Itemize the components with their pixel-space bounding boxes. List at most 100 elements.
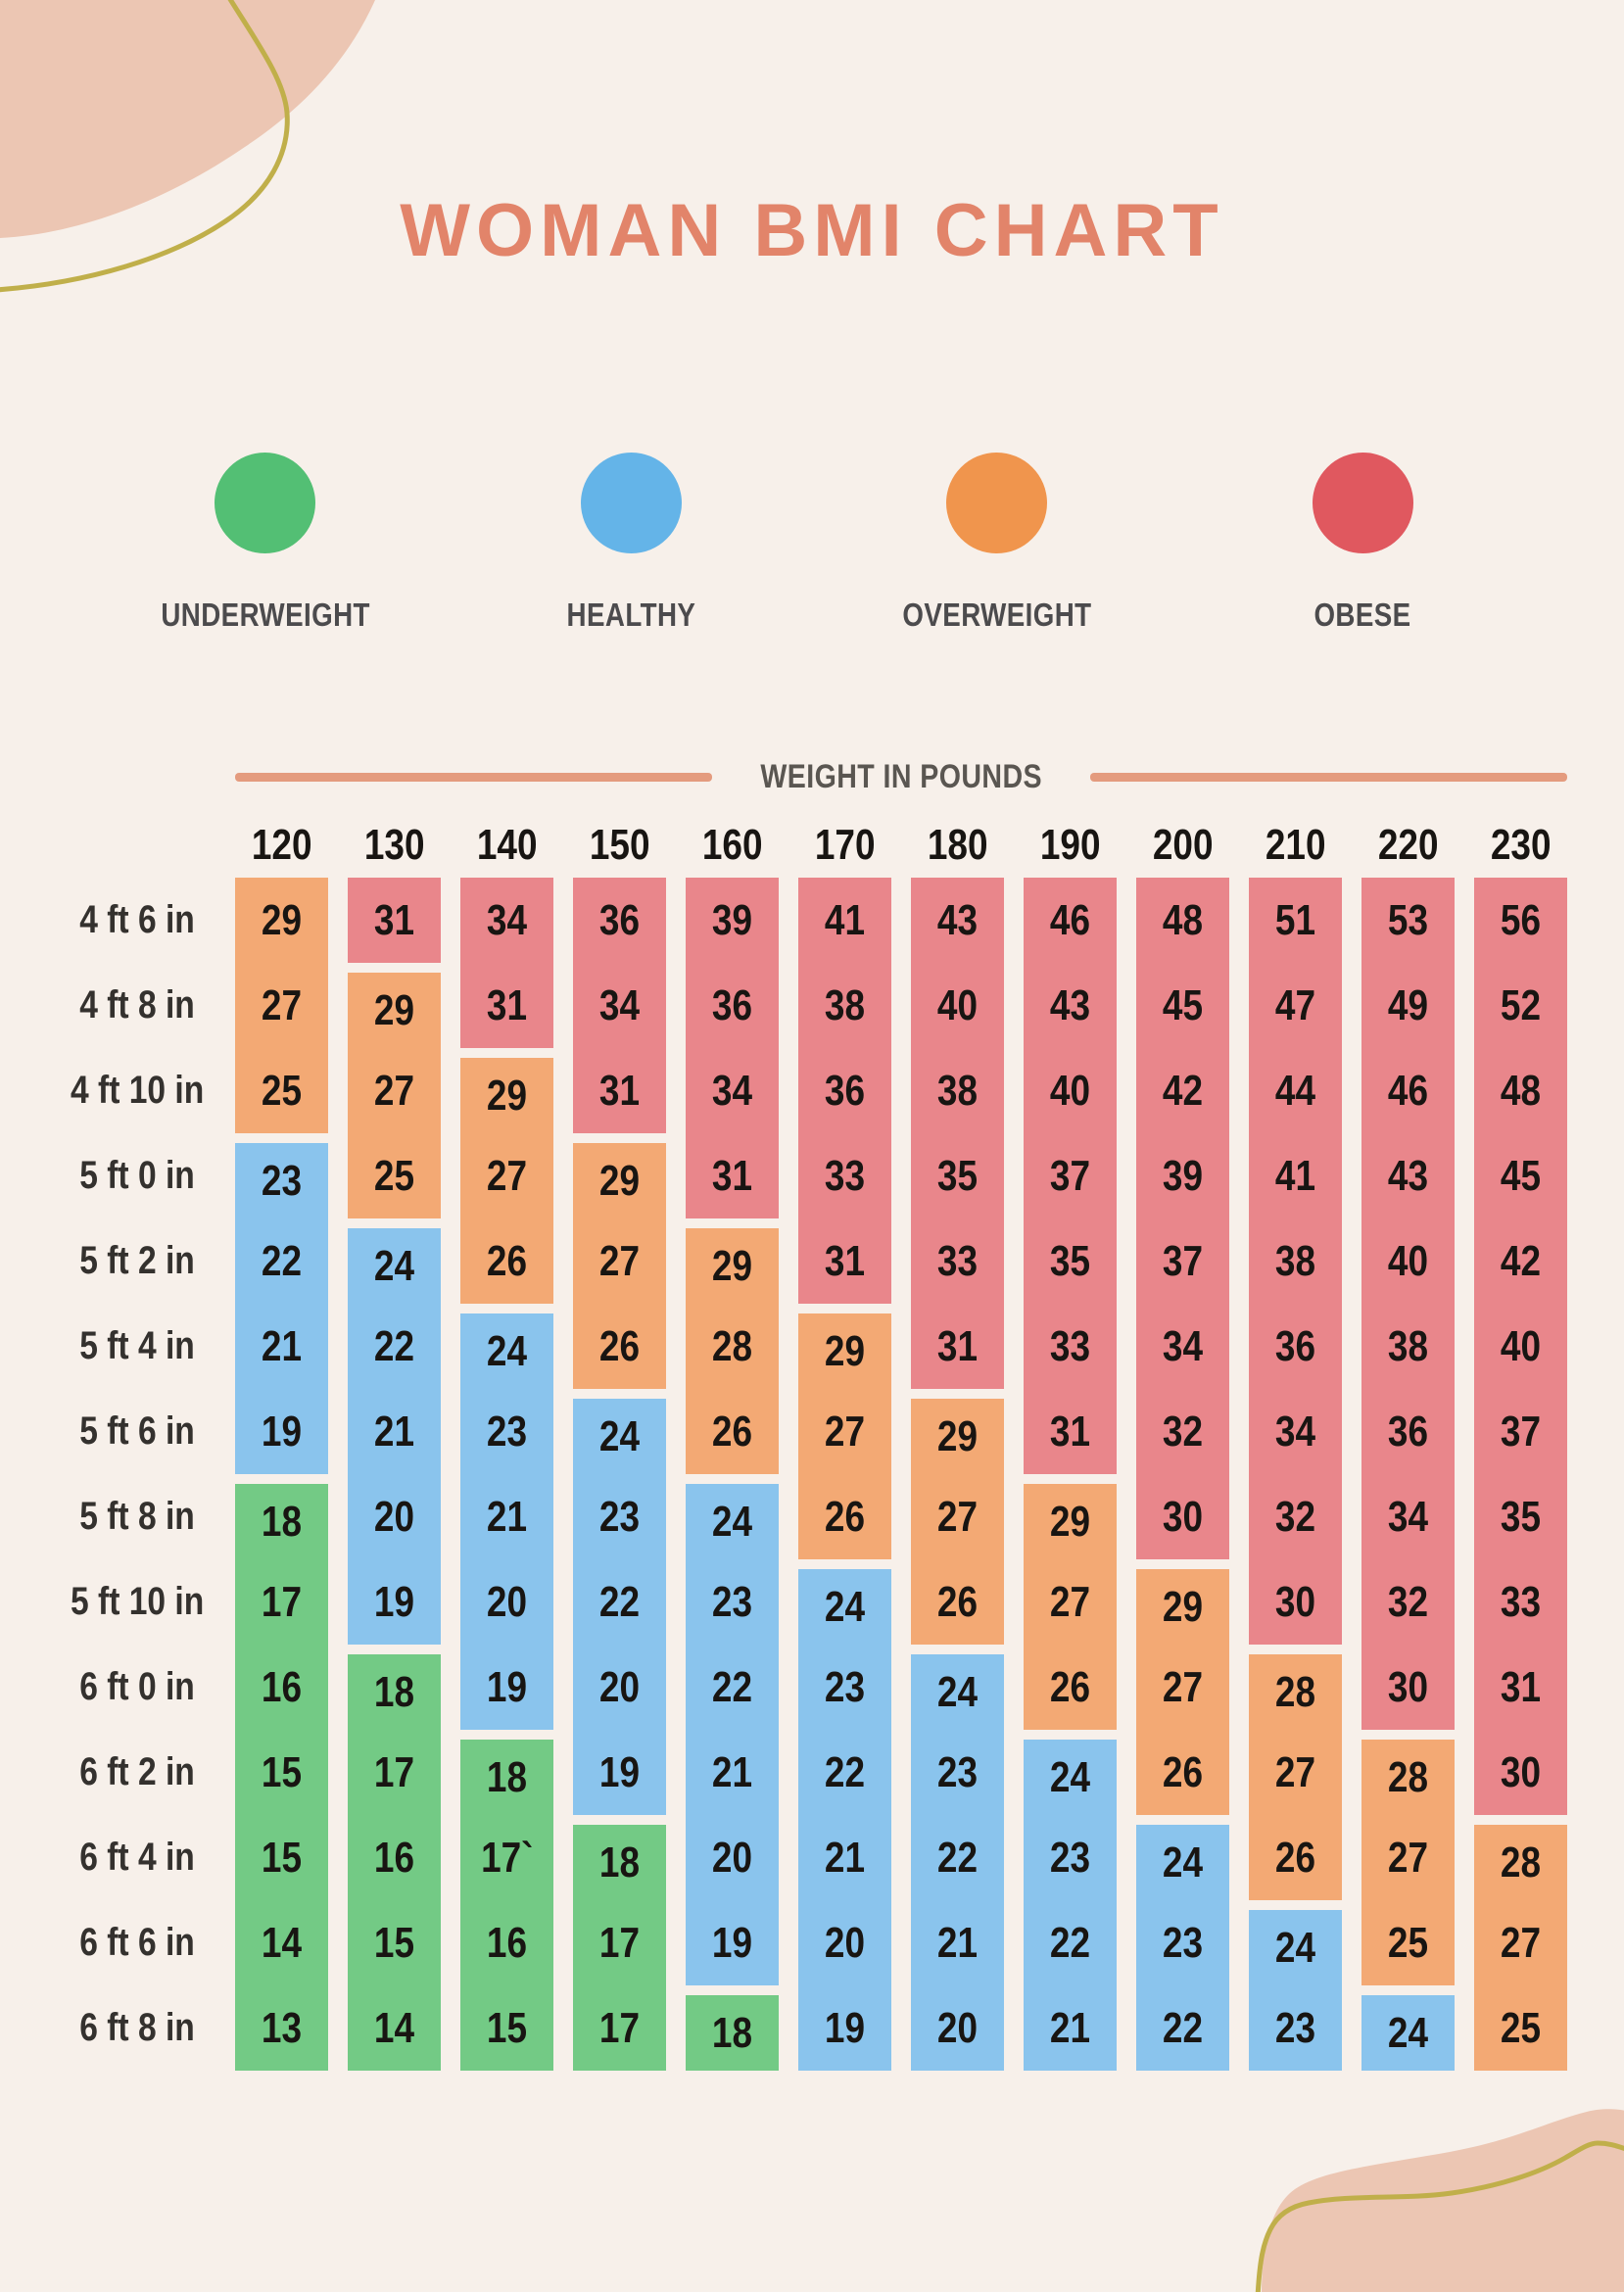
bmi-cell: 34 — [1249, 1389, 1342, 1474]
bmi-value: 27 — [824, 1407, 866, 1456]
weight-header-label: 160 — [701, 821, 763, 869]
bmi-value: 26 — [1049, 1662, 1091, 1711]
bmi-value: 34 — [1274, 1407, 1316, 1456]
bmi-value: 26 — [1274, 1833, 1316, 1882]
bmi-value: 20 — [486, 1577, 528, 1626]
bmi-cell: 27 — [573, 1218, 666, 1304]
bmi-value: 46 — [1387, 1066, 1429, 1115]
bmi-cell: 27 — [1361, 1815, 1455, 1900]
bmi-value: 16 — [373, 1833, 415, 1882]
bmi-cell: 23 — [798, 1645, 891, 1730]
height-label-text: 5 ft 0 in — [79, 1154, 195, 1197]
bmi-value: 21 — [373, 1407, 415, 1456]
bmi-cell: 23 — [1024, 1815, 1117, 1900]
bmi-cell: 25 — [235, 1048, 328, 1133]
bmi-cell: 15 — [348, 1900, 441, 1985]
bmi-cell: 33 — [1024, 1304, 1117, 1389]
bmi-value: 21 — [261, 1321, 303, 1370]
bmi-cell: 16 — [348, 1815, 441, 1900]
bmi-cell: 49 — [1361, 963, 1455, 1048]
bmi-cell: 22 — [1024, 1900, 1117, 1985]
bmi-value: 36 — [598, 895, 641, 944]
bmi-cell: 23 — [911, 1730, 1004, 1815]
bmi-value: 27 — [1387, 1833, 1429, 1882]
bmi-value: 27 — [261, 980, 303, 1029]
bmi-value: 15 — [373, 1918, 415, 1967]
weight-header-label: 230 — [1490, 821, 1552, 869]
bmi-value: 20 — [711, 1833, 753, 1882]
bmi-cell: 15 — [235, 1815, 328, 1900]
weight-header: 230 — [1464, 813, 1577, 878]
height-label-text: 5 ft 8 in — [79, 1495, 195, 1538]
bmi-cell: 31 — [348, 878, 441, 963]
bmi-value: 24 — [824, 1582, 866, 1631]
bmi-value: 17 — [261, 1577, 303, 1626]
bmi-value: 51 — [1274, 895, 1316, 944]
bmi-cell: 21 — [1024, 1985, 1117, 2071]
weight-header-label: 140 — [476, 821, 538, 869]
legend-item-obese: OBESE — [1180, 453, 1547, 634]
bmi-cell: 25 — [1361, 1900, 1455, 1985]
bmi-value: 23 — [598, 1492, 641, 1541]
bmi-cell: 29 — [686, 1218, 779, 1304]
bmi-cell: 30 — [1249, 1559, 1342, 1645]
bmi-value: 35 — [1049, 1236, 1091, 1285]
bmi-cell: 48 — [1136, 878, 1229, 963]
bmi-cell: 29 — [1024, 1474, 1117, 1559]
height-label: 6 ft 6 in — [49, 1900, 225, 1985]
bmi-cell: 22 — [235, 1218, 328, 1304]
height-label: 5 ft 2 in — [49, 1218, 225, 1304]
bmi-value: 40 — [1500, 1321, 1542, 1370]
bmi-cell: 27 — [911, 1474, 1004, 1559]
bmi-value: 34 — [598, 980, 641, 1029]
bmi-cell: 31 — [911, 1304, 1004, 1389]
bmi-cell: 13 — [235, 1985, 328, 2071]
bmi-value: 27 — [486, 1151, 528, 1200]
height-label-text: 4 ft 10 in — [70, 1069, 205, 1112]
bmi-cell: 43 — [911, 878, 1004, 963]
bmi-cell: 17 — [573, 1900, 666, 1985]
bmi-value: 38 — [824, 980, 866, 1029]
divider-line-right — [1090, 773, 1567, 782]
bmi-value: 24 — [1387, 2008, 1429, 2057]
bmi-cell: 28 — [1361, 1730, 1455, 1815]
bmi-cell: 28 — [686, 1304, 779, 1389]
bmi-cell: 20 — [911, 1985, 1004, 2071]
bmi-value: 48 — [1500, 1066, 1542, 1115]
bmi-value: 39 — [1162, 1151, 1204, 1200]
bmi-value: 19 — [373, 1577, 415, 1626]
bmi-cell: 23 — [686, 1559, 779, 1645]
decorative-blob-bottom-right — [1255, 2109, 1624, 2292]
bmi-cell: 37 — [1136, 1218, 1229, 1304]
bmi-cell: 30 — [1474, 1730, 1567, 1815]
bmi-value: 24 — [1049, 1752, 1091, 1801]
bmi-value: 29 — [486, 1071, 528, 1120]
bmi-cell: 40 — [1474, 1304, 1567, 1389]
bmi-cell: 38 — [1249, 1218, 1342, 1304]
bmi-value: 29 — [1162, 1582, 1204, 1631]
bmi-cell: 27 — [1136, 1645, 1229, 1730]
decorative-blob-top-left — [0, 0, 375, 293]
bmi-cell: 43 — [1361, 1133, 1455, 1218]
bmi-value: 33 — [824, 1151, 866, 1200]
bmi-value: 27 — [598, 1236, 641, 1285]
bmi-value: 28 — [1387, 1752, 1429, 1801]
bmi-value: 15 — [261, 1833, 303, 1882]
bmi-cell: 15 — [460, 1985, 553, 2071]
bmi-value: 32 — [1387, 1577, 1429, 1626]
bmi-value: 38 — [936, 1066, 979, 1115]
bmi-value: 21 — [486, 1492, 528, 1541]
bmi-cell: 22 — [686, 1645, 779, 1730]
bmi-cell: 36 — [686, 963, 779, 1048]
bmi-value: 28 — [1500, 1838, 1542, 1886]
bmi-cell: 29 — [348, 963, 441, 1048]
bmi-cell: 27 — [1024, 1559, 1117, 1645]
bmi-value: 36 — [1274, 1321, 1316, 1370]
bmi-cell: 21 — [798, 1815, 891, 1900]
bmi-value: 34 — [711, 1066, 753, 1115]
bmi-cell: 22 — [573, 1559, 666, 1645]
divider-line-left — [235, 773, 712, 782]
bmi-value: 23 — [711, 1577, 753, 1626]
bmi-cell: 36 — [573, 878, 666, 963]
bmi-value: 14 — [373, 2003, 415, 2052]
